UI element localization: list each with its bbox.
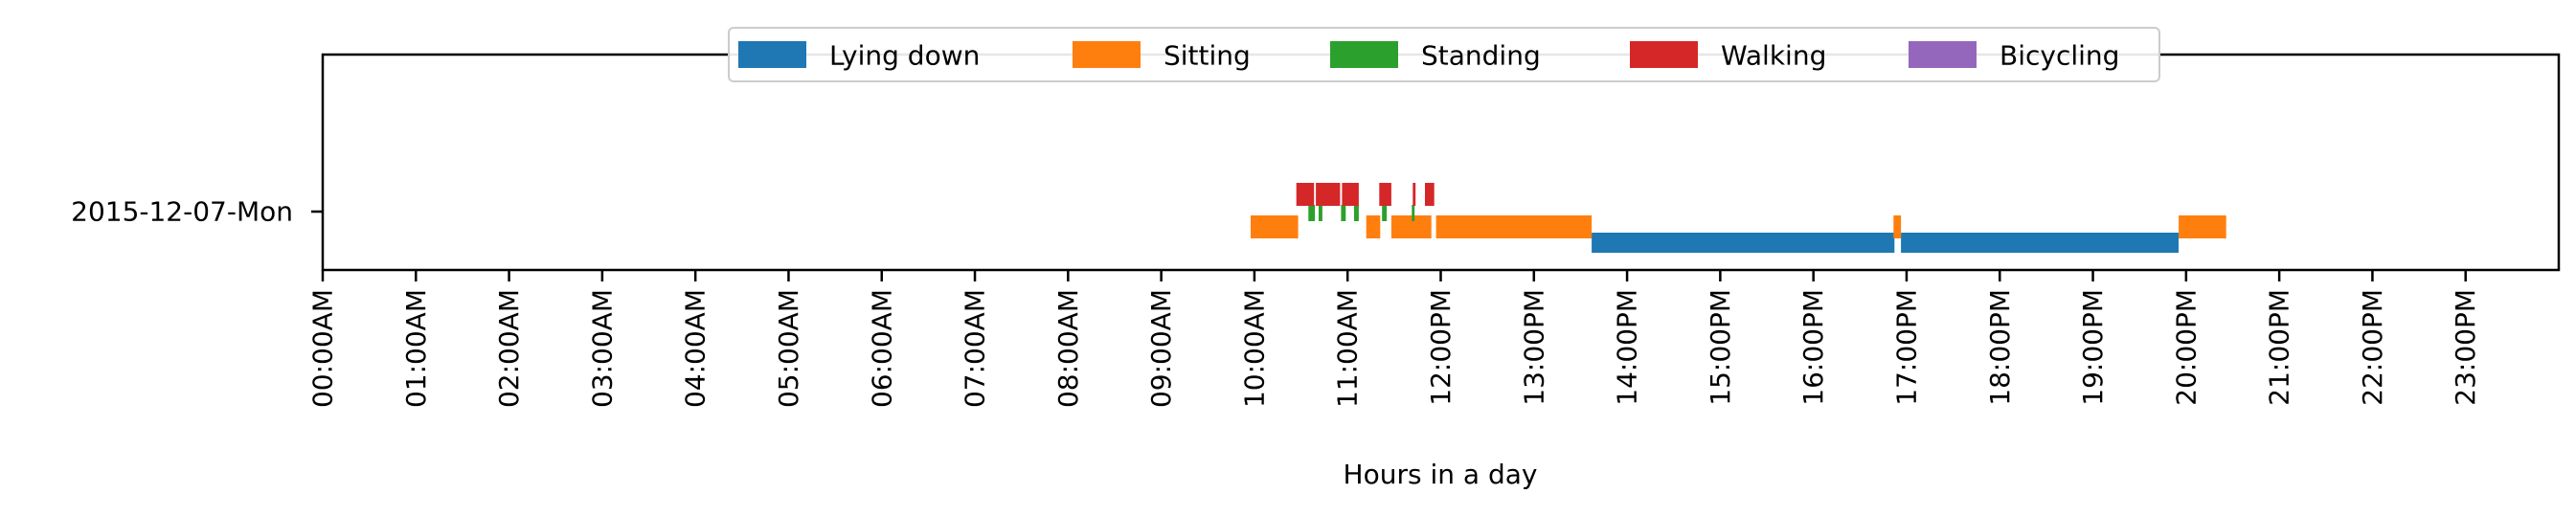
legend-label-standing: Standing [1421,40,1541,72]
sitting-bar [1366,215,1381,238]
legend-swatch-lying-down [738,41,806,68]
standing-bar [1354,205,1359,221]
x-tick-label: 14:00PM [1612,289,1643,406]
standing-bar [1319,205,1322,221]
x-tick-label: 16:00PM [1797,289,1829,406]
x-tick-label: 17:00PM [1891,289,1923,406]
x-tick-label: 22:00PM [2357,289,2388,406]
x-tick-label: 04:00AM [680,289,712,408]
walking-bar [1316,183,1341,206]
lying-down-bar [1592,233,1895,253]
activity-bars [1251,183,2226,253]
x-tick-label: 05:00AM [773,289,804,408]
standing-bar [1308,205,1316,221]
legend-swatch-bicycling [1909,41,1977,68]
x-tick-label: 18:00PM [1984,289,2016,406]
legend-label-walking: Walking [1721,40,1826,72]
x-tick-label: 03:00AM [586,289,618,408]
x-tick-label: 01:00AM [400,289,432,408]
x-tick-label: 23:00PM [2450,289,2481,406]
walking-bar [1296,183,1315,206]
sitting-bar [1390,215,1432,238]
walking-bar [1412,183,1416,206]
sitting-bar [2179,215,2226,238]
x-tick-label: 10:00AM [1238,289,1270,408]
x-tick-label: 21:00PM [2264,289,2295,406]
lying-down-bar [1901,233,2179,253]
x-tick-label: 02:00AM [493,289,525,408]
x-tick-label: 11:00AM [1332,289,1364,408]
standing-bar [1412,205,1415,221]
x-tick-label: 07:00AM [960,289,991,408]
x-tick-label: 15:00PM [1705,289,1736,406]
x-tick-label: 13:00PM [1518,289,1549,406]
walking-bar [1342,183,1359,206]
legend-label-lying-down: Lying down [829,40,980,72]
x-tick-label: 20:00PM [2170,289,2202,406]
standing-bar [1382,205,1388,221]
standing-bar [1341,205,1346,221]
x-tick-label: 06:00AM [866,289,897,408]
legend-swatch-standing [1330,41,1398,68]
sitting-bar [1251,215,1299,238]
sitting-bar [1893,215,1902,238]
legend-label-bicycling: Bicycling [2000,40,2119,72]
legend-swatch-sitting [1073,41,1141,68]
legend-swatch-walking [1630,41,1698,68]
x-tick-label: 12:00PM [1425,289,1457,406]
walking-bar [1425,183,1435,206]
sitting-bar [1435,215,1593,238]
x-tick-label: 09:00AM [1145,289,1177,408]
legend: Lying down Sitting Standing Walking Bicyclin… [728,27,2160,82]
x-axis: 00:00AM 01:00AM 02:00AM 03:00AM 04:00AM 05:00… [307,270,2481,408]
x-tick-label: 08:00AM [1052,289,1084,408]
legend-label-sitting: Sitting [1164,40,1251,72]
y-axis: 2015-12-07-Mon [71,196,323,228]
walking-bar [1379,183,1391,206]
x-tick-label: 19:00PM [2077,289,2109,406]
y-tick-label-day: 2015-12-07-Mon [71,196,293,228]
x-axis-label: Hours in a day [1344,459,1538,490]
x-tick-label: 00:00AM [307,289,339,408]
